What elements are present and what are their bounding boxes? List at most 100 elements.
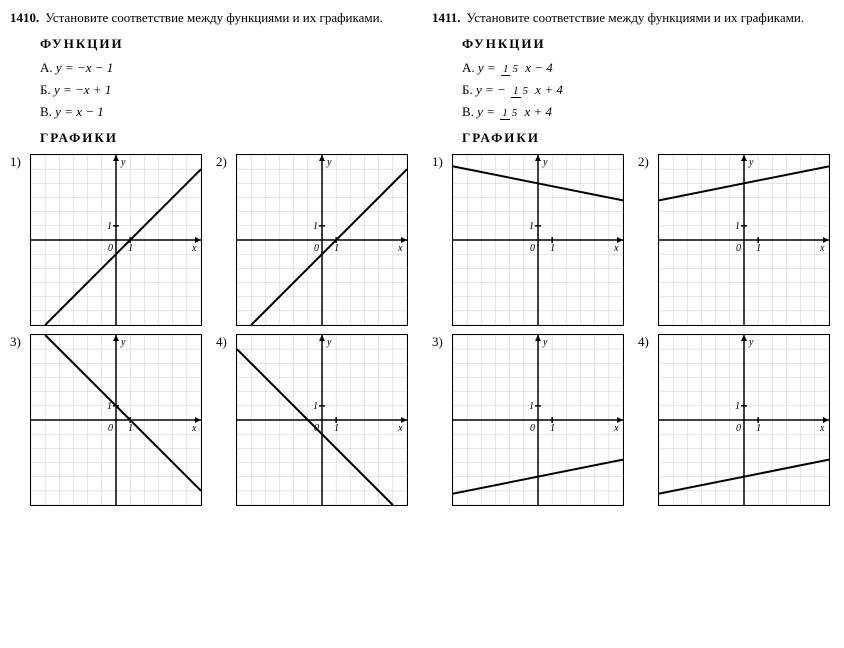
- func-letter: Б.: [40, 82, 51, 97]
- function-v: В. y = 15 x + 4: [462, 104, 834, 120]
- svg-text:y: y: [542, 337, 548, 348]
- function-b: Б. y = −x + 1: [40, 82, 412, 98]
- svg-text:0: 0: [736, 423, 741, 434]
- svg-text:y: y: [120, 157, 126, 168]
- func-formula: y = − 15 x + 4: [476, 82, 563, 97]
- graphs-title: ГРАФИКИ: [462, 130, 834, 146]
- svg-text:1: 1: [735, 401, 740, 412]
- func-letter: В.: [40, 104, 52, 119]
- problem-number: 1411.: [432, 10, 461, 26]
- svg-text:1: 1: [756, 423, 761, 434]
- functions-list: А. y = −x − 1 Б. y = −x + 1 В. y = x − 1: [40, 60, 412, 120]
- problem-header: 1411. Установите соответствие между функ…: [432, 10, 834, 26]
- function-a: А. y = 15 x − 4: [462, 60, 834, 76]
- svg-text:y: y: [120, 337, 126, 348]
- problem-text: Установите соответствие между функциями …: [467, 10, 834, 26]
- fraction: 15: [500, 108, 519, 119]
- graph-label: 2): [216, 154, 232, 170]
- svg-text:y: y: [748, 157, 754, 168]
- func-formula: y = −x + 1: [54, 82, 111, 97]
- graphs-title: ГРАФИКИ: [40, 130, 412, 146]
- graph-canvas: 0 1 1 x y: [658, 154, 828, 324]
- svg-text:x: x: [613, 423, 619, 434]
- func-formula: y = 15 x − 4: [478, 60, 553, 75]
- graph-1: 1) 011xy: [432, 154, 628, 324]
- functions-title: ФУНКЦИИ: [462, 36, 834, 52]
- graph-canvas: 0 1 1 x y: [236, 334, 406, 504]
- svg-text:y: y: [326, 157, 332, 168]
- svg-text:1: 1: [550, 423, 555, 434]
- graph-label: 4): [216, 334, 232, 350]
- svg-text:0: 0: [314, 243, 319, 254]
- graph-canvas: 0 1 1 x y: [30, 334, 200, 504]
- svg-text:1: 1: [529, 221, 534, 232]
- svg-text:1: 1: [756, 243, 761, 254]
- graph-label: 4): [638, 334, 654, 350]
- func-formula: y = x − 1: [55, 104, 104, 119]
- svg-text:1: 1: [550, 243, 555, 254]
- func-letter: А.: [40, 60, 53, 75]
- problem-1411: 1411. Установите соответствие между функ…: [432, 10, 834, 504]
- svg-text:y: y: [542, 157, 548, 168]
- svg-text:1: 1: [735, 221, 740, 232]
- svg-text:x: x: [613, 243, 619, 254]
- function-v: В. y = x − 1: [40, 104, 412, 120]
- problem-number: 1410.: [10, 10, 39, 26]
- svg-text:x: x: [819, 423, 825, 434]
- svg-text:1: 1: [107, 401, 112, 412]
- func-letter: А.: [462, 60, 475, 75]
- functions-list: А. y = 15 x − 4 Б. y = − 15 x + 4 В. y =…: [462, 60, 834, 120]
- problem-1410: 1410. Установите соответствие между функ…: [10, 10, 412, 504]
- graphs-grid: 1) 0 1 1 x y 2) 0 1 1 x y 3) 0 1 1 x y 4) 0 1 1 x y: [10, 154, 412, 504]
- svg-text:1: 1: [107, 221, 112, 232]
- svg-text:0: 0: [108, 243, 113, 254]
- graph-canvas: 0 1 1 x y: [658, 334, 828, 504]
- svg-text:1: 1: [529, 401, 534, 412]
- graph-canvas: 0 1 1 x y: [236, 154, 406, 324]
- svg-text:y: y: [748, 337, 754, 348]
- functions-title: ФУНКЦИИ: [40, 36, 412, 52]
- svg-text:1: 1: [334, 243, 339, 254]
- svg-text:0: 0: [314, 423, 319, 434]
- svg-text:1: 1: [313, 401, 318, 412]
- svg-text:1: 1: [128, 423, 133, 434]
- svg-text:1: 1: [128, 243, 133, 254]
- graph-3: 3) 0 1 1 x y: [432, 334, 628, 504]
- svg-text:x: x: [191, 243, 197, 254]
- graph-1: 1) 0 1 1 x y: [10, 154, 206, 324]
- svg-text:0: 0: [736, 243, 741, 254]
- func-letter: Б.: [462, 82, 473, 97]
- graph-2: 2) 0 1 1 x y: [216, 154, 412, 324]
- svg-text:0: 0: [108, 423, 113, 434]
- graph-4: 4) 0 1 1 x y: [216, 334, 412, 504]
- graph-3: 3) 0 1 1 x y: [10, 334, 206, 504]
- graph-label: 3): [432, 334, 448, 350]
- graph-label: 1): [10, 154, 26, 170]
- svg-text:x: x: [191, 423, 197, 434]
- graph-label: 3): [10, 334, 26, 350]
- graph-4: 4) 0 1 1 x y: [638, 334, 834, 504]
- func-letter: В.: [462, 104, 474, 119]
- svg-text:y: y: [326, 337, 332, 348]
- svg-text:0: 0: [530, 423, 535, 434]
- graph-canvas: 0 1 1 x y: [452, 154, 622, 324]
- svg-text:0: 0: [530, 243, 535, 254]
- fraction: 15: [501, 64, 520, 75]
- func-formula: y = 15 x + 4: [477, 104, 552, 119]
- function-a: А. y = −x − 1: [40, 60, 412, 76]
- graph-2: 2) 0 1 1 x y: [638, 154, 834, 324]
- fraction: 15: [511, 86, 530, 97]
- svg-text:1: 1: [313, 221, 318, 232]
- svg-text:x: x: [819, 243, 825, 254]
- graph-label: 2): [638, 154, 654, 170]
- svg-text:x: x: [397, 243, 403, 254]
- func-formula: y = −x − 1: [56, 60, 113, 75]
- graphs-grid: 1) 011xy 2) 011xy 3) 011xy 4) 011xy: [432, 154, 834, 504]
- graph-canvas: 0 1 1 x y: [452, 334, 622, 504]
- problem-text: Установите соответствие между функциями …: [45, 10, 412, 26]
- svg-text:1: 1: [334, 423, 339, 434]
- graph-canvas: 0 1 1 x y: [30, 154, 200, 324]
- page: 1410. Установите соответствие между функ…: [10, 10, 834, 504]
- svg-text:x: x: [397, 423, 403, 434]
- problem-header: 1410. Установите соответствие между функ…: [10, 10, 412, 26]
